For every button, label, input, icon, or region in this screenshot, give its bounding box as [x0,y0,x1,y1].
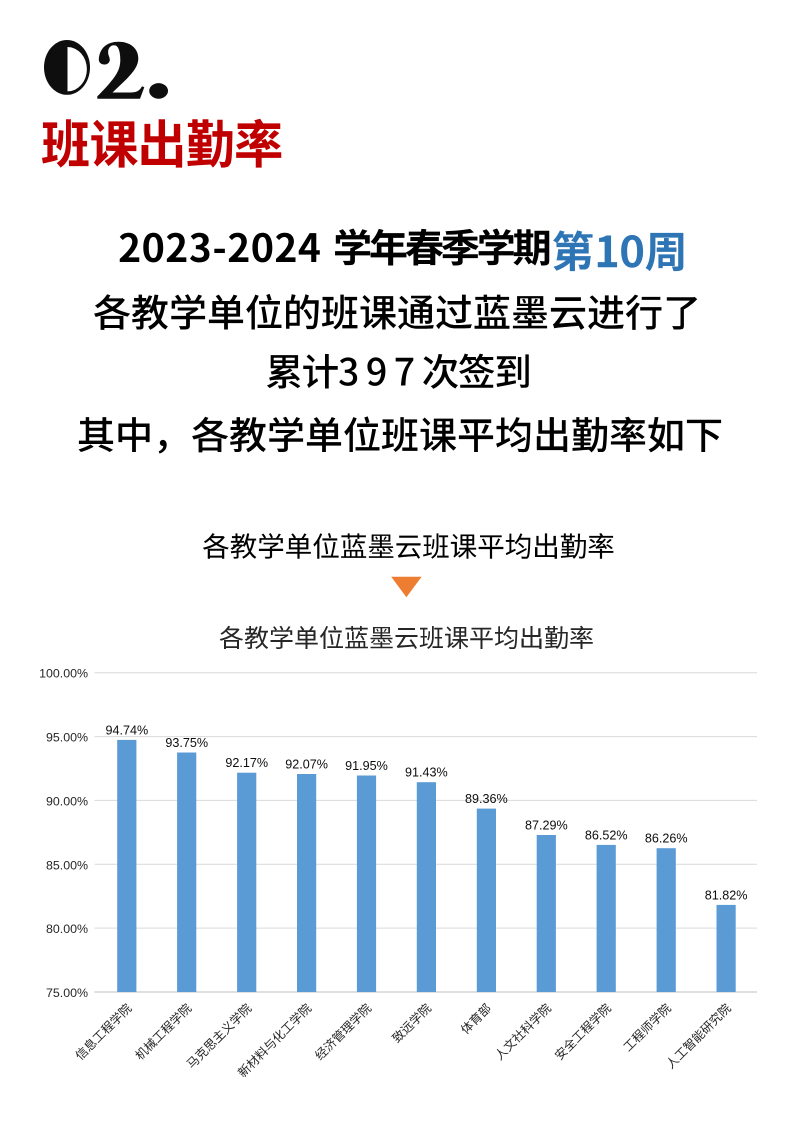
svg-text:95.00%: 95.00% [46,731,88,745]
svg-text:85.00%: 85.00% [46,858,88,872]
svg-text:89.36%: 89.36% [465,792,508,806]
svg-text:81.82%: 81.82% [705,888,748,902]
svg-text:87.29%: 87.29% [525,819,568,833]
svg-text:80.00%: 80.00% [46,922,88,936]
svg-text:100.00%: 100.00% [39,667,88,681]
svg-text:94.74%: 94.74% [105,723,148,737]
svg-text:86.26%: 86.26% [645,832,688,846]
svg-text:86.52%: 86.52% [585,828,628,842]
svg-text:90.00%: 90.00% [46,794,88,808]
svg-text:91.43%: 91.43% [405,766,448,780]
svg-text:91.95%: 91.95% [345,759,388,773]
svg-text:75.00%: 75.00% [46,986,88,1000]
svg-text:92.17%: 92.17% [225,756,268,770]
svg-text:92.07%: 92.07% [285,758,328,772]
svg-text:93.75%: 93.75% [165,736,208,750]
